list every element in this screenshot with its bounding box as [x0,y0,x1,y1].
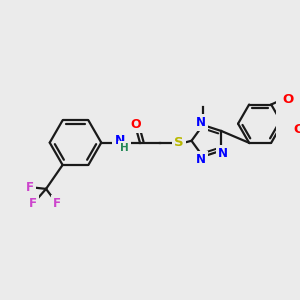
Text: N: N [115,134,125,147]
Text: F: F [53,197,61,210]
Text: F: F [26,181,34,194]
Text: N: N [196,116,206,129]
Text: N: N [196,153,206,166]
Text: F: F [29,197,37,210]
Text: O: O [282,92,293,106]
Text: N: N [218,147,228,160]
Text: O: O [293,123,300,136]
Text: O: O [130,118,141,131]
Text: S: S [174,136,183,149]
Text: H: H [120,143,129,153]
